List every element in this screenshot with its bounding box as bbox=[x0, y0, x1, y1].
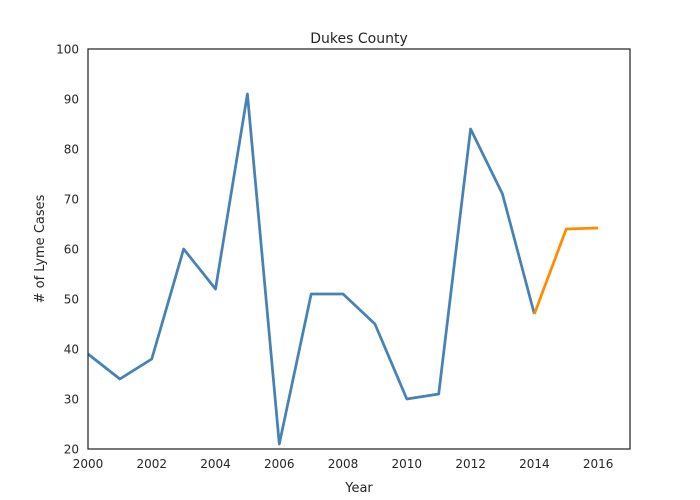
y-axis-label: # of Lyme Cases bbox=[33, 194, 48, 303]
x-tick-label: 2012 bbox=[455, 457, 486, 471]
x-tick-label: 2016 bbox=[583, 457, 614, 471]
x-tick-label: 2002 bbox=[136, 457, 167, 471]
x-axis-ticks: 2000 2002 2004 2006 2008 2010 2012 2014 2016 bbox=[73, 457, 614, 471]
y-tick-label: 50 bbox=[64, 293, 79, 307]
series-line-2 bbox=[533, 226, 599, 315]
y-axis-ticks: 20 30 40 50 60 70 80 90 100 bbox=[56, 43, 79, 457]
plot-frame bbox=[87, 48, 631, 450]
x-tick-label: 2000 bbox=[73, 457, 104, 471]
x-tick-label: 2014 bbox=[519, 457, 550, 471]
y-tick-label: 70 bbox=[64, 193, 79, 207]
y-tick-label: 80 bbox=[64, 143, 79, 157]
y-tick-label: 20 bbox=[64, 443, 79, 457]
chart-title: Dukes County bbox=[310, 31, 407, 47]
x-tick-label: 2008 bbox=[328, 457, 359, 471]
x-tick-label: 2010 bbox=[392, 457, 423, 471]
y-tick-label: 100 bbox=[56, 43, 79, 57]
plot-area bbox=[87, 92, 599, 446]
y-tick-label: 30 bbox=[64, 393, 79, 407]
x-tick-label: 2004 bbox=[200, 457, 231, 471]
y-tick-label: 60 bbox=[64, 243, 79, 257]
y-tick-label: 40 bbox=[64, 343, 79, 357]
y-tick-label: 90 bbox=[64, 93, 79, 107]
x-tick-label: 2006 bbox=[264, 457, 295, 471]
x-axis-label: Year bbox=[344, 481, 373, 496]
series-line-1 bbox=[87, 92, 536, 446]
